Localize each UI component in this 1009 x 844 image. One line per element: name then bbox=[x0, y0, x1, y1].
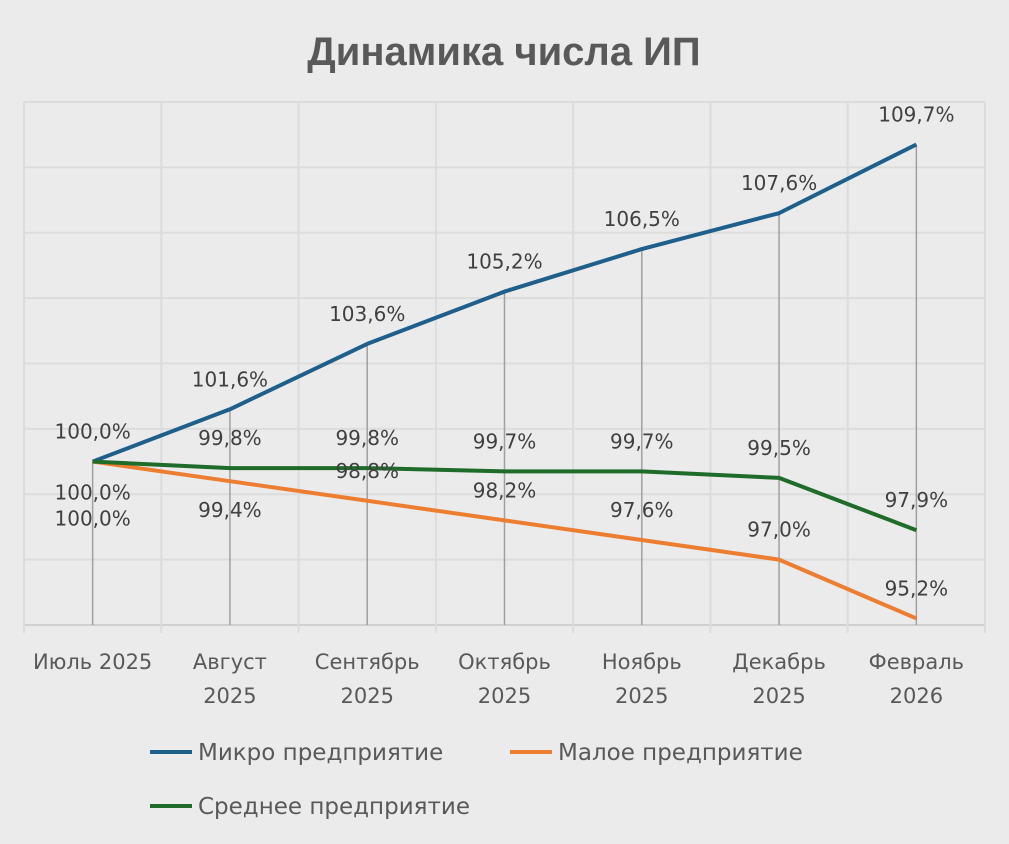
series-lines bbox=[91, 142, 918, 621]
drop-lines bbox=[91, 144, 918, 625]
x-tick-label: Февраль bbox=[869, 650, 964, 674]
x-tick-label: Декабрь bbox=[732, 650, 826, 674]
data-label: 100,0% bbox=[55, 507, 131, 531]
data-labels: 100,0% 101,6% 103,6% 105,2% 106,5% 107,6% 109,… bbox=[55, 102, 955, 600]
data-label: 109,7% bbox=[878, 102, 954, 126]
data-label: 103,6% bbox=[329, 302, 405, 326]
x-tick-label: Август bbox=[193, 650, 267, 674]
data-label: 99,8% bbox=[335, 426, 399, 450]
legend-item[interactable]: Малое предприятие bbox=[510, 740, 803, 766]
data-label: 99,7% bbox=[473, 429, 537, 453]
chart-title: Динамика числа ИП bbox=[307, 30, 700, 74]
data-label: 99,5% bbox=[747, 436, 811, 460]
data-label: 99,4% bbox=[198, 498, 262, 522]
data-label: 107,6% bbox=[741, 171, 817, 195]
data-label: 97,6% bbox=[610, 498, 674, 522]
data-label: 101,6% bbox=[192, 367, 268, 391]
x-tick-label: Ноябрь bbox=[602, 650, 682, 674]
data-label: 100,0% bbox=[55, 420, 131, 444]
x-tick-label: 2026 bbox=[890, 684, 943, 708]
legend-label: Среднее предприятие bbox=[198, 794, 470, 820]
x-tick-label: 2025 bbox=[478, 684, 531, 708]
data-label: 100,0% bbox=[55, 481, 131, 505]
x-tick-label: 2025 bbox=[203, 684, 256, 708]
data-label: 106,5% bbox=[604, 207, 680, 231]
data-label: 97,0% bbox=[747, 518, 811, 542]
x-tick-label: Сентябрь bbox=[315, 650, 420, 674]
x-tick-label: 2025 bbox=[340, 684, 393, 708]
data-label: 105,2% bbox=[466, 250, 542, 274]
x-tick-label: 2025 bbox=[752, 684, 805, 708]
legend-label: Малое предприятие bbox=[558, 740, 803, 766]
x-tick-label: Июль 2025 bbox=[33, 650, 152, 674]
series-line-3 bbox=[92, 459, 918, 533]
x-tick-label: Октябрь bbox=[458, 650, 551, 674]
series-line-1 bbox=[91, 142, 918, 464]
data-label: 99,7% bbox=[610, 429, 674, 453]
x-axis-tick-labels: Июль 2025 Август 2025 Сентябрь 2025 Октябрь 20… bbox=[33, 650, 964, 708]
legend-label: Микро предприятие bbox=[198, 740, 443, 766]
data-label: 98,2% bbox=[473, 478, 537, 502]
x-tick-label: 2025 bbox=[615, 684, 668, 708]
series-line-2 bbox=[92, 459, 918, 621]
data-label: 98,8% bbox=[335, 459, 399, 483]
data-label: 95,2% bbox=[885, 576, 949, 600]
legend-item[interactable]: Микро предприятие bbox=[150, 740, 443, 766]
legend-item[interactable]: Среднее предприятие bbox=[150, 794, 470, 820]
data-label: 99,8% bbox=[198, 426, 262, 450]
data-label: 97,9% bbox=[885, 488, 949, 512]
legend[interactable]: Микро предприятие Малое предприятие Средне… bbox=[150, 740, 803, 820]
